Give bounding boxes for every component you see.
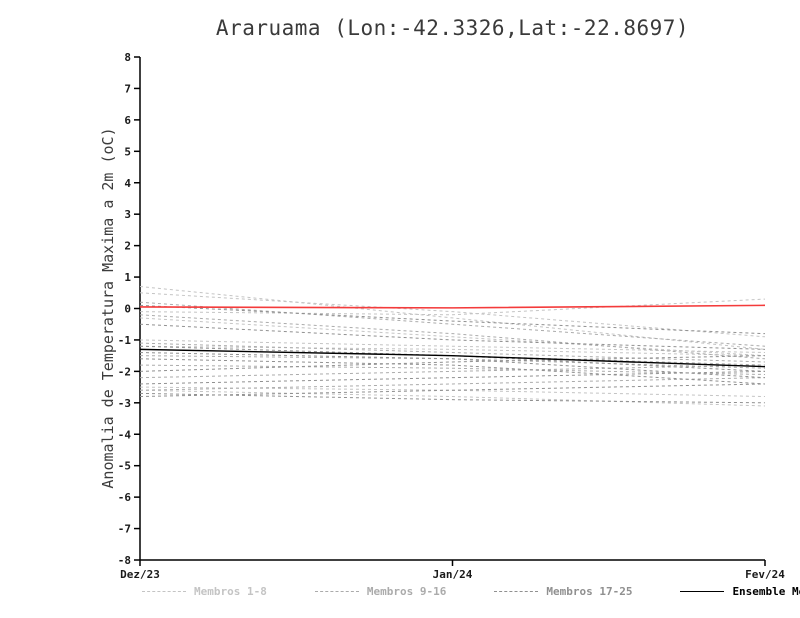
legend-label: Membros 9-16 — [366, 585, 447, 598]
x-tick-label: Jan/24 — [433, 568, 473, 581]
y-tick-label: 0 — [124, 303, 131, 316]
series-line-membros-1-8 — [139, 339, 766, 354]
x-tick-label: Fev/24 — [745, 568, 785, 581]
series-line-membros-9-16 — [139, 364, 766, 376]
y-tick-label: -6 — [118, 491, 132, 504]
series-line-membros-9-16 — [139, 342, 766, 363]
y-tick-label: 3 — [124, 208, 131, 221]
x-tick-label: Dez/23 — [120, 568, 160, 581]
legend-item-ensemble-mean: Ensemble Mean — [680, 585, 800, 598]
y-tick-label: 7 — [124, 82, 131, 95]
series-line-membros-17-25 — [139, 358, 766, 385]
series-line-membros-17-25 — [139, 383, 766, 398]
y-tick-label: -5 — [118, 460, 131, 473]
series-line-membros-17-25 — [139, 304, 766, 335]
series-line-membros-17-25 — [139, 323, 766, 350]
series-line-membros-17-25 — [139, 392, 766, 404]
series-line-membros-1-8 — [139, 345, 766, 357]
y-tick-label: 1 — [124, 271, 131, 284]
series-line-membros-9-16 — [139, 377, 766, 391]
y-tick-label: -2 — [118, 365, 131, 378]
legend-item-membros-1-8: Membros 1-8 — [142, 585, 267, 598]
y-tick-label: 6 — [124, 114, 131, 127]
series-line-membros-1-8 — [139, 389, 766, 407]
legend-item-membros-9-16: Membros 9-16 — [314, 585, 447, 598]
y-tick-label: -3 — [118, 397, 131, 410]
legend-label: Membros 1-8 — [194, 585, 267, 598]
series-line-membros-17-25 — [139, 352, 766, 379]
series-line-membros-17-25 — [139, 370, 766, 385]
y-tick-label: -1 — [118, 334, 132, 347]
series-line-membros-9-16 — [139, 301, 766, 347]
series-line-membros-1-8 — [139, 292, 766, 338]
y-tick-label: -7 — [118, 523, 131, 536]
series-line-membros-17-25 — [139, 355, 766, 372]
legend-line-sample-membros-9-16 — [314, 591, 359, 592]
legend-line-sample-ensemble-mean — [680, 591, 725, 592]
legend-label: Membros 17-25 — [546, 585, 633, 598]
chart-title: Araruama (Lon:-42.3326,Lat:-22.8697) — [215, 16, 690, 40]
y-tick-label: 2 — [124, 240, 131, 253]
y-tick-label: 5 — [124, 145, 131, 158]
legend-label: Ensemble Mean — [732, 585, 800, 598]
series-line-membros-1-8 — [139, 298, 766, 316]
series-line-membros-9-16 — [139, 364, 766, 379]
series-line-membros-1-8 — [139, 317, 766, 357]
y-tick-label: -4 — [118, 428, 132, 441]
legend-line-sample-membros-17-25 — [494, 591, 539, 592]
series-line-reference — [139, 304, 766, 309]
legend-line-sample-membros-1-8 — [142, 591, 186, 592]
series-line-membros-9-16 — [139, 314, 766, 360]
series-line-ensemble-mean — [139, 348, 766, 368]
y-tick-label: 8 — [124, 51, 131, 64]
legend: Membros 1-8 Membros 9-16 Membros 17-25 Ense… — [142, 585, 800, 598]
series-line-membros-1-8 — [139, 386, 766, 398]
y-tick-label: 4 — [124, 177, 131, 190]
y-tick-label: -8 — [118, 554, 131, 567]
legend-item-membros-17-25: Membros 17-25 — [494, 585, 632, 598]
